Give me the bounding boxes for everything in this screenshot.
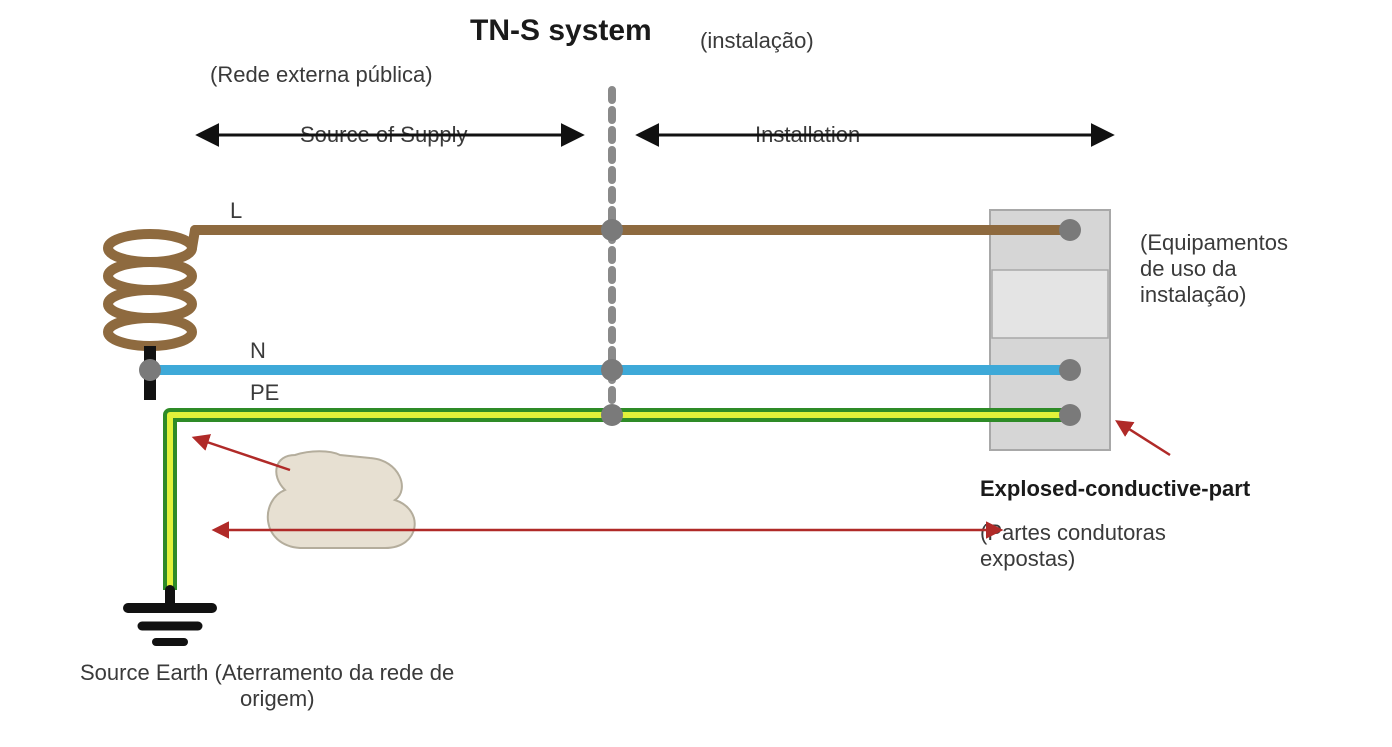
conductor-L-stub — [192, 230, 195, 248]
earth-symbol-icon — [128, 590, 212, 642]
arrow-T — [195, 438, 290, 470]
arrow-to-box — [1118, 422, 1170, 455]
equipment-inner-box — [992, 270, 1108, 338]
diagram-stage: TN-S system (instalação) (Rede externa p… — [0, 0, 1392, 747]
annotation-blob — [268, 451, 415, 548]
diagram-svg — [0, 0, 1392, 747]
source-coil — [108, 234, 192, 346]
